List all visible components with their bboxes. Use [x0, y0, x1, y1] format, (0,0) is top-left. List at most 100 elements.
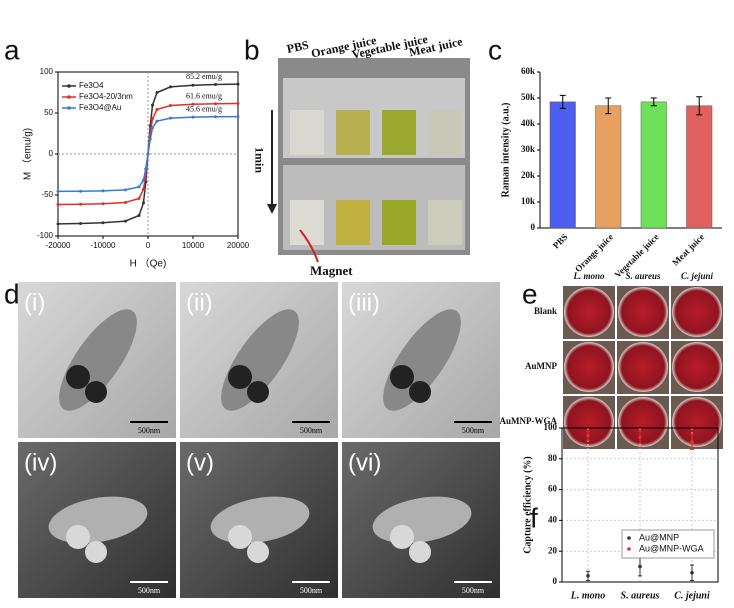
x-tick-label: 10000 [182, 241, 205, 250]
plate [672, 287, 722, 337]
point [79, 222, 82, 226]
y-tick-label: 80 [548, 453, 558, 463]
scale-label: 500nm [300, 586, 323, 595]
time-label: 1min [252, 147, 266, 173]
particle [228, 525, 252, 549]
legend-label: Au@MNP-WGA [639, 543, 704, 553]
plate [618, 287, 668, 337]
point [586, 433, 590, 438]
point [79, 189, 82, 193]
x-tick-label: -20000 [46, 241, 71, 250]
row-label: AuMNP [525, 361, 557, 371]
error-bar [650, 97, 657, 107]
y-axis-label: Raman intensity (a.u.) [500, 102, 511, 197]
particle [66, 525, 90, 549]
x-tick-label: -10000 [91, 241, 116, 250]
point [236, 82, 240, 86]
column-label: PBS [286, 38, 311, 56]
bar [640, 101, 667, 229]
x-tick-label: 20000 [227, 241, 250, 250]
error-bar [605, 97, 612, 115]
legend-marker [67, 84, 71, 88]
point [124, 200, 127, 204]
point [151, 103, 154, 107]
legend-label: Au@MNP [639, 532, 679, 542]
y-axis-label: M （emu/g) [22, 128, 34, 180]
row-label: Blank [534, 306, 557, 316]
point [169, 85, 172, 89]
micrograph-label: (iii) [348, 289, 380, 316]
micrograph-label: (i) [24, 289, 45, 316]
particle [85, 541, 107, 563]
annotation: 85.2 emu/g [186, 72, 222, 81]
legend-box [621, 529, 715, 559]
particle [228, 365, 252, 389]
point [690, 440, 694, 444]
y-tick-label: 20k [521, 170, 535, 180]
row-label: AuMNP-WGA [500, 416, 558, 426]
annotation: 61.6 emu/g [186, 91, 222, 100]
point [586, 574, 590, 578]
point [169, 116, 172, 120]
y-axis-label: Capture efficiency (%) [522, 456, 533, 554]
point [137, 185, 141, 189]
point [191, 83, 195, 87]
magnet-label: Magnet [310, 263, 353, 278]
x-tick-label: C. jejuni [674, 590, 710, 601]
plate [564, 342, 614, 392]
point [137, 214, 141, 217]
particle [409, 541, 431, 563]
column-label: L. mono [572, 271, 605, 281]
y-tick-label: 40k [521, 118, 535, 128]
plate [564, 397, 614, 447]
point [142, 187, 145, 191]
plate [672, 342, 722, 392]
point [142, 201, 145, 205]
legend-label: Fe3O4@Au [79, 103, 121, 112]
annotation: 45.6 emu/g [186, 104, 222, 113]
legend-marker [627, 536, 631, 540]
point [124, 219, 127, 223]
point [101, 189, 105, 193]
arrow-head [267, 204, 277, 214]
point [155, 119, 159, 123]
point [191, 115, 195, 119]
x-tick-label: Meat juice [670, 232, 706, 268]
micrograph-label: (iv) [24, 449, 57, 476]
y-tick-label: 0 [531, 222, 536, 232]
point [56, 222, 60, 226]
point [101, 221, 105, 225]
plate [672, 397, 722, 447]
particle [409, 381, 431, 403]
micrograph-label: (vi) [348, 449, 381, 476]
legend-marker [67, 106, 71, 110]
scale-label: 500nm [462, 586, 485, 595]
y-tick-label: 50k [521, 92, 535, 102]
particle [247, 541, 269, 563]
bar [549, 101, 576, 229]
y-tick-label: 60 [548, 484, 558, 494]
y-tick-label: 60k [521, 66, 535, 76]
panel-label: a [4, 34, 20, 65]
particle [247, 381, 269, 403]
point [56, 189, 60, 193]
vials [290, 110, 462, 245]
x-tick-label: PBS [551, 232, 570, 251]
column-label: S. aureus [625, 271, 661, 281]
point [638, 435, 642, 440]
plot-frame [561, 427, 719, 583]
micrograph-label: (v) [186, 449, 214, 476]
legend-marker [627, 547, 631, 551]
y-tick-label: 50 [44, 108, 53, 117]
micrograph-label: (ii) [186, 289, 213, 316]
y-tick-label: 10k [521, 196, 535, 206]
particle [66, 365, 90, 389]
bar [595, 105, 622, 229]
particle [85, 381, 107, 403]
legend-marker [67, 95, 71, 99]
point [146, 152, 150, 156]
panel-label: b [244, 34, 260, 65]
y-tick-label: 100 [544, 422, 558, 432]
point [56, 203, 60, 207]
